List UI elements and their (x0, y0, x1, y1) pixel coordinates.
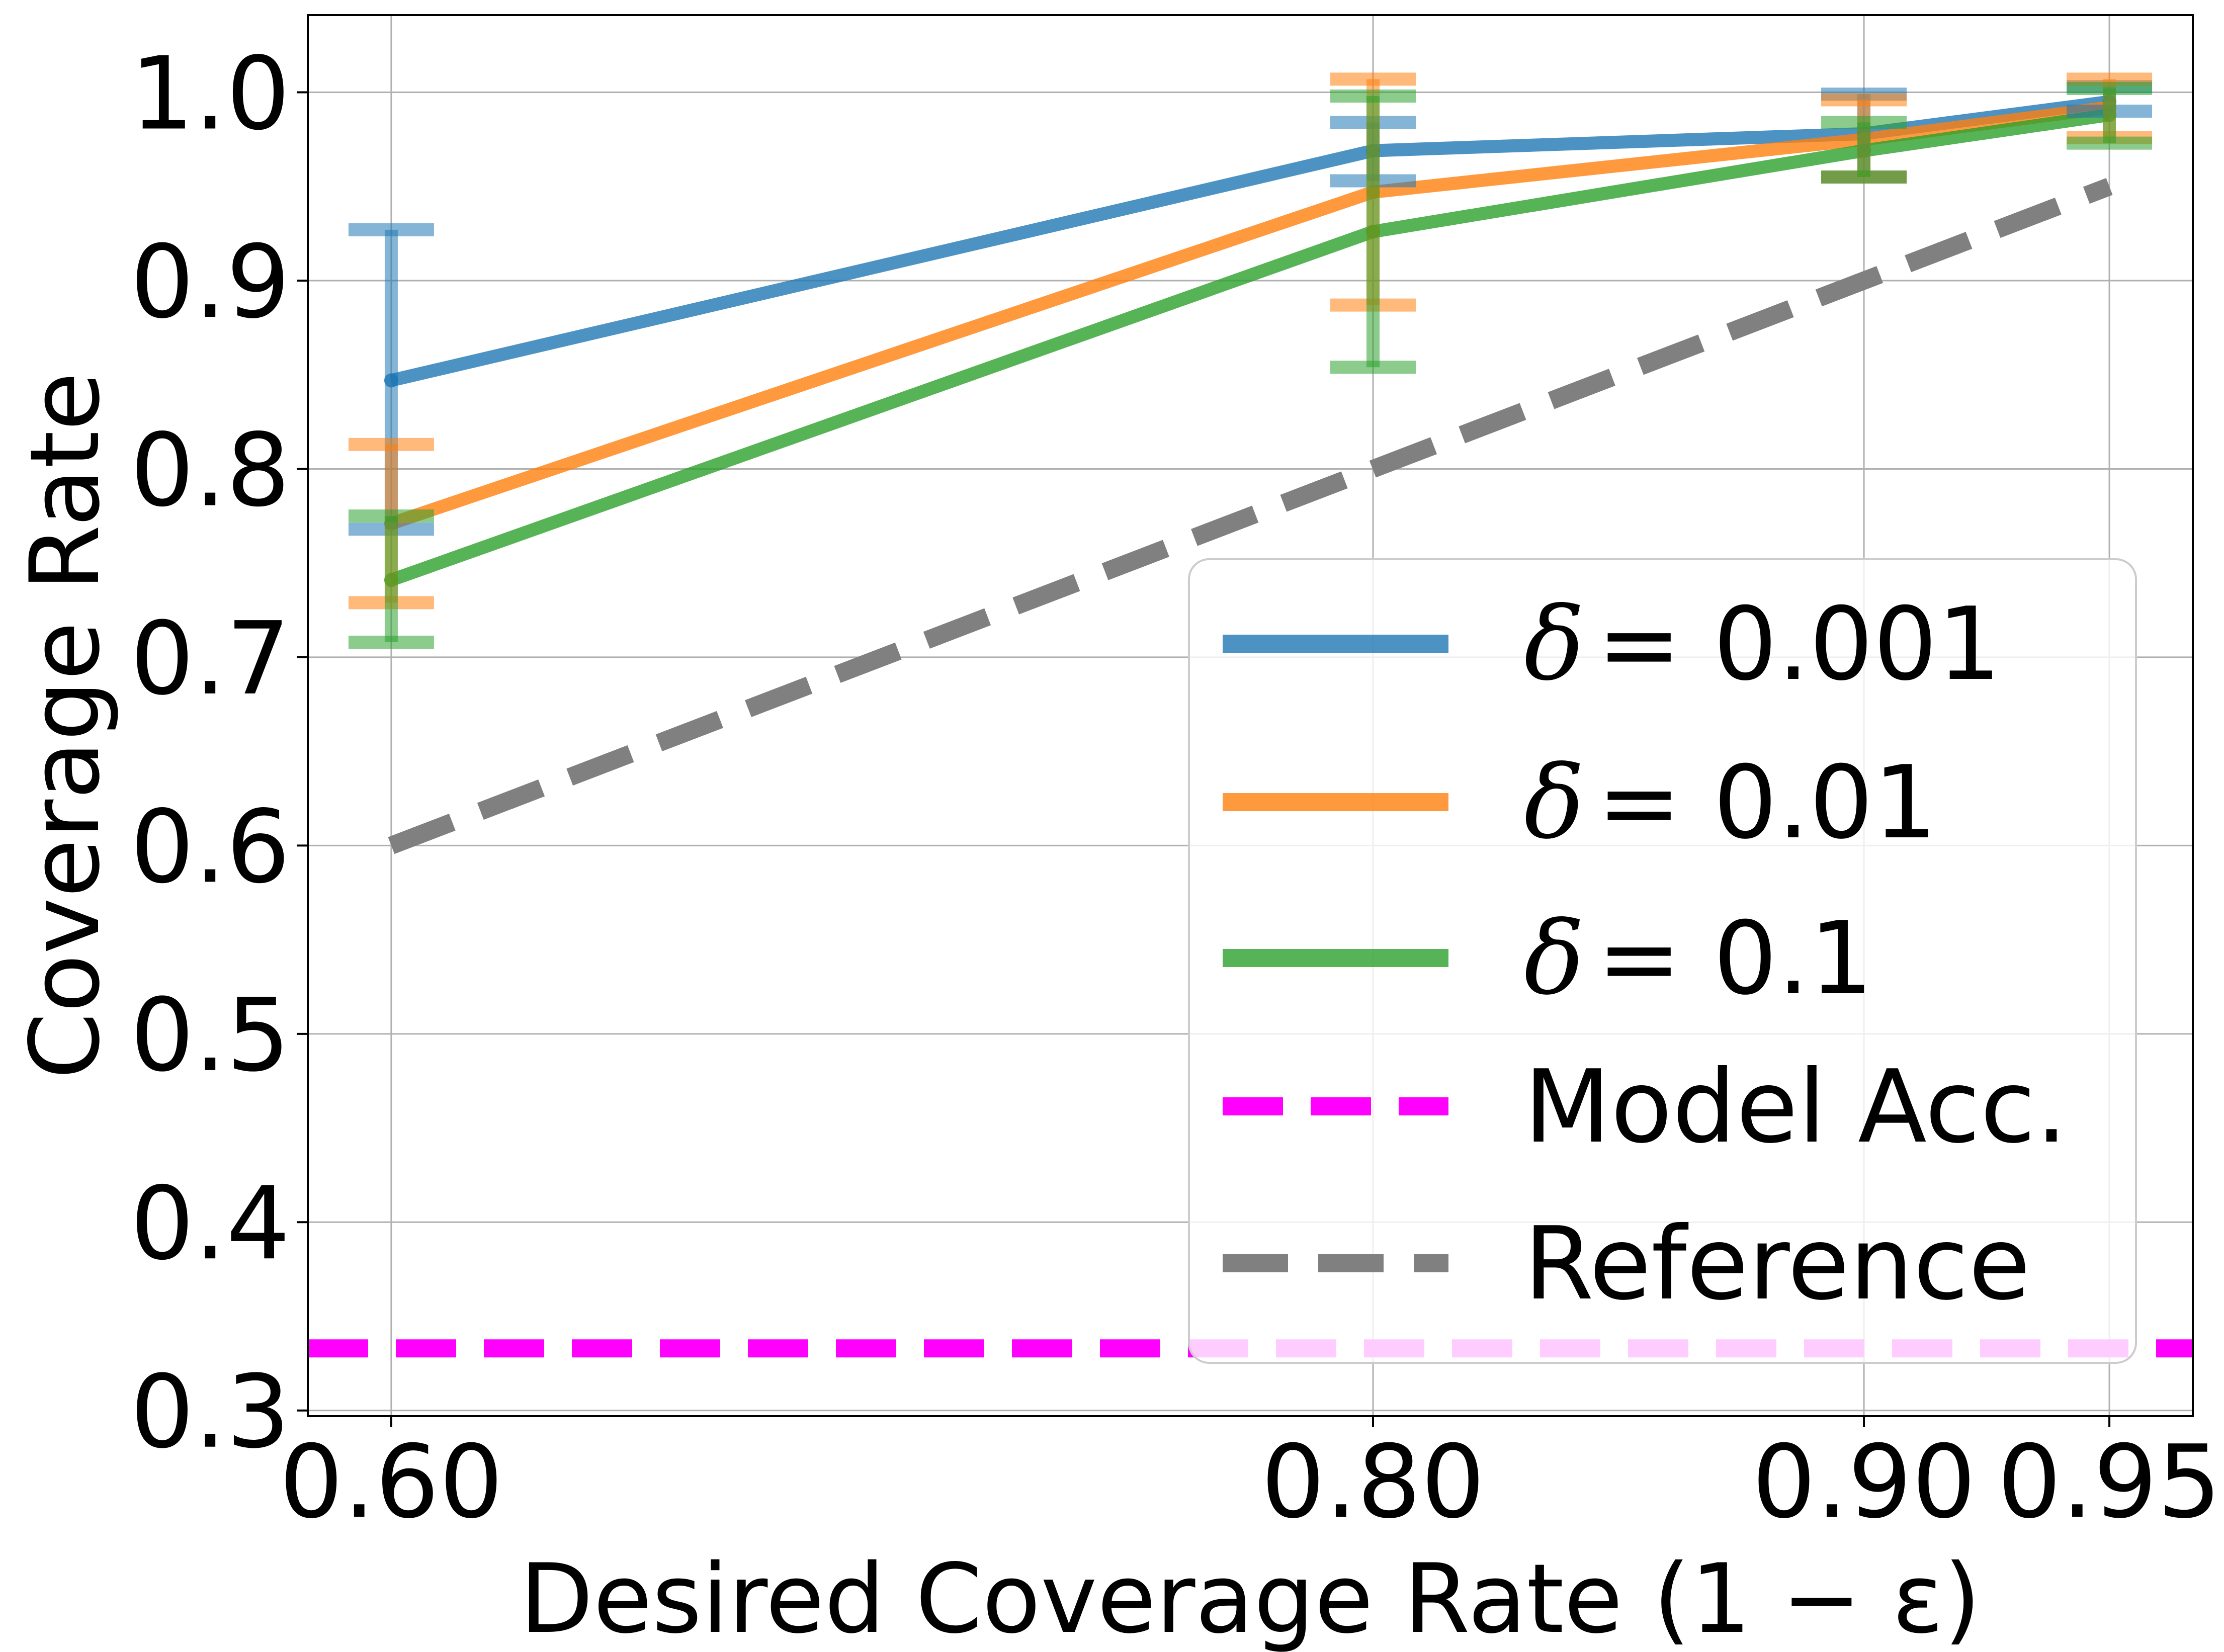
legend-entry-2: δ = 0.1 (1223, 900, 1873, 1017)
legend-label-value: = 0.001 (1597, 586, 2001, 703)
legend-label: Reference (1524, 1205, 2030, 1323)
legend-label-value: = 0.1 (1597, 900, 1873, 1017)
legend-label: δ = 0.01 (1524, 744, 1937, 861)
series-line-2 (389, 108, 2110, 586)
clipped-layer (308, 72, 2193, 1358)
legend-entry-3: Model Acc. (1223, 1049, 2068, 1166)
y-tick-label: 0.9 (130, 224, 290, 341)
x-tick-label: 0.80 (1261, 1424, 1485, 1541)
legend-label-symbol: δ (1524, 900, 1584, 1017)
error-bar-2 (1821, 116, 1907, 184)
error-bar-2 (348, 509, 434, 649)
legend-label-symbol: δ (1524, 586, 1584, 703)
plot-series (308, 72, 2193, 1358)
legend-label: δ = 0.1 (1524, 900, 1873, 1017)
x-tick-label: 0.95 (1997, 1424, 2221, 1541)
y-tick-label: 0.4 (130, 1165, 290, 1282)
reference-line (388, 178, 2113, 854)
x-tick-label: 0.90 (1752, 1424, 1976, 1541)
legend-entry-0: δ = 0.001 (1223, 586, 2001, 703)
legend-label: Model Acc. (1524, 1049, 2068, 1166)
x-tick-label: 0.60 (279, 1424, 503, 1541)
plot-frame (307, 14, 2194, 1417)
y-tick-label: 0.8 (130, 412, 290, 529)
x-axis-label: Desired Coverage Rate (1 − ε) (520, 1543, 1981, 1652)
y-tick-label: 1.0 (130, 36, 290, 153)
y-tick-label: 0.6 (130, 789, 290, 906)
y-axis-label: Coverage Rate (10, 372, 121, 1079)
y-tick-label: 0.7 (130, 600, 290, 718)
y-axis-ticks: 0.3 0.4 0.5 0.6 0.7 0.8 0.9 1.0 (130, 36, 308, 1471)
legend-label: δ = 0.001 (1524, 586, 2001, 703)
legend-entry-1: δ = 0.01 (1223, 744, 1937, 861)
legend-entry-4: Reference (1223, 1205, 2030, 1323)
error-bar-2 (2067, 82, 2153, 150)
legend-box (1188, 558, 2137, 1364)
x-axis-ticks: 0.60 0.80 0.90 0.95 (279, 1416, 2221, 1541)
error-bar-2 (1330, 90, 1416, 374)
y-tick-label: 0.3 (130, 1354, 290, 1471)
y-tick-label: 0.5 (130, 977, 290, 1094)
legend-label-symbol: δ (1524, 744, 1584, 861)
legend-label-value: = 0.01 (1597, 744, 1937, 861)
series-line-1 (389, 101, 2110, 530)
